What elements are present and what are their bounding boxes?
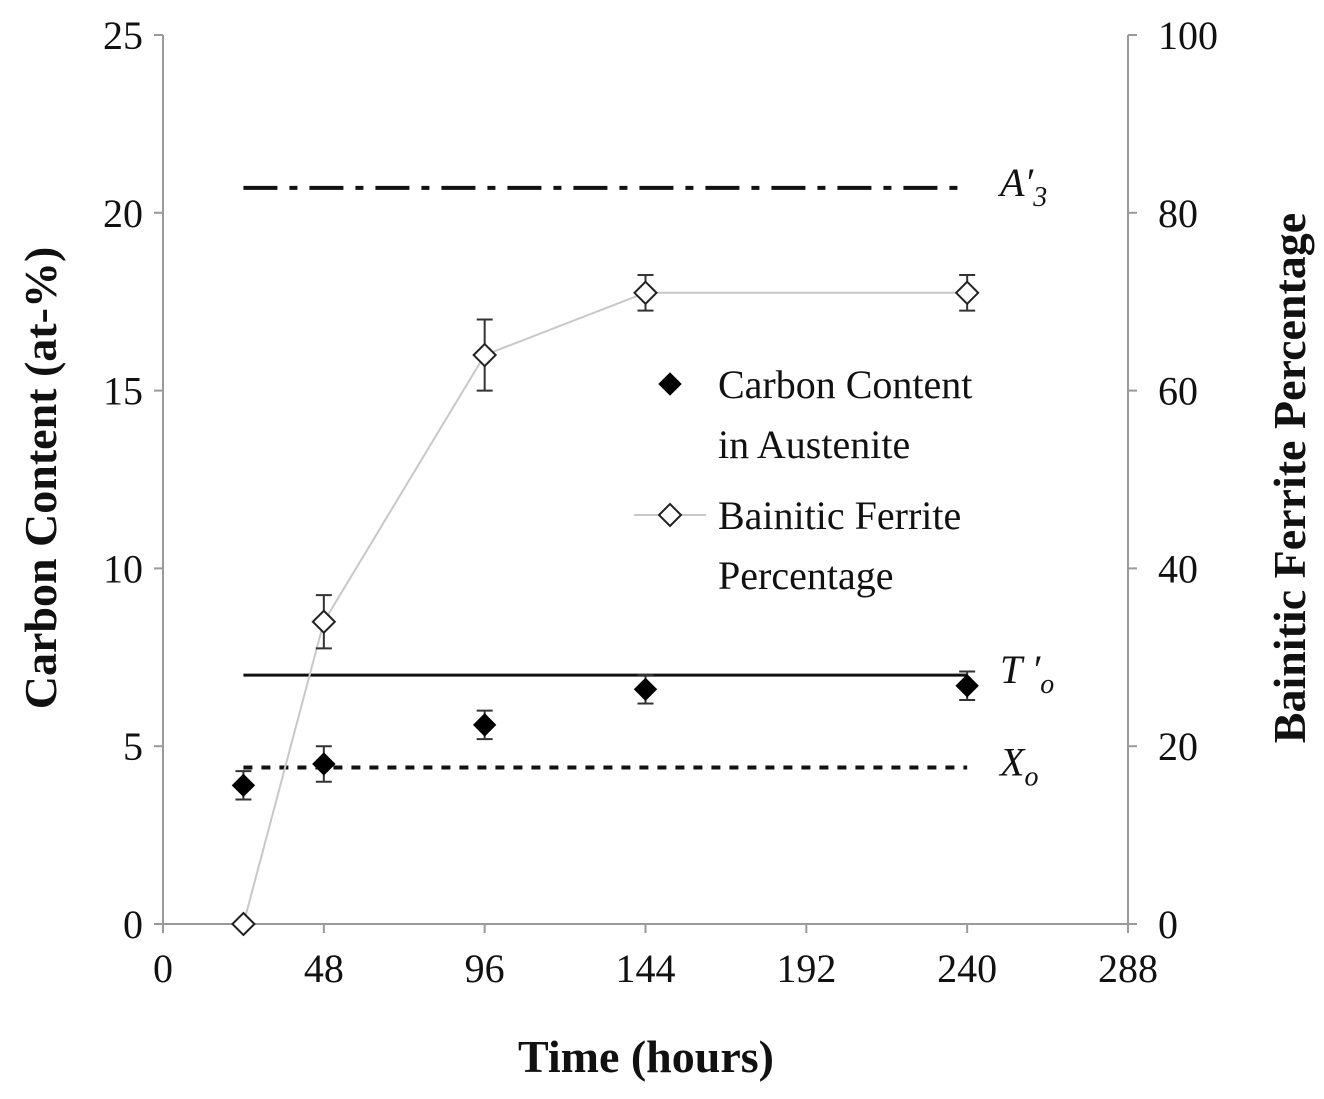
right-y-tick-label: 80	[1158, 191, 1198, 236]
filled-diamond-point	[472, 713, 497, 737]
x-axis-title: Time (hours)	[518, 1031, 774, 1082]
plot-frame	[162, 35, 1129, 925]
legend-filled-diamond	[658, 372, 682, 396]
legend-label: in Austenite	[718, 422, 910, 467]
left-y-axis-title: Carbon Content (at-%)	[15, 247, 66, 710]
reference-label-main: A′	[997, 160, 1034, 205]
left-y-tick-label: 10	[103, 546, 143, 591]
legend-label: Percentage	[718, 553, 893, 598]
x-tick-label: 192	[776, 946, 836, 991]
left-y-tick-label: 15	[103, 369, 143, 414]
left-y-tick-label: 25	[103, 13, 143, 58]
filled-diamond-point	[312, 752, 336, 776]
reference-label-subscript: o	[1040, 669, 1054, 700]
left-y-axis-ticks: 0 5 10 15 20 25	[103, 13, 163, 947]
right-y-tick-label: 100	[1158, 13, 1218, 58]
left-y-tick-label: 0	[123, 902, 143, 947]
left-y-tick-label: 20	[103, 191, 143, 236]
reference-lines: A′3T ′oXo	[243, 160, 1054, 793]
reference-line-label: T ′o	[1000, 647, 1054, 700]
right-y-axis-ticks: 0 20 40 60 80 100	[1128, 13, 1218, 947]
x-axis-ticks: 0 48 96 144 192 240 288	[153, 924, 1158, 991]
legend-label: Carbon Content	[718, 362, 972, 407]
reference-label-subscript: o	[1024, 762, 1038, 793]
reference-label-main: T ′	[1000, 647, 1042, 692]
x-tick-label: 96	[465, 946, 505, 991]
reference-label-subscript: 3	[1032, 182, 1047, 213]
x-tick-label: 0	[153, 946, 173, 991]
open-diamond-point	[472, 342, 498, 368]
right-y-tick-label: 40	[1158, 546, 1198, 591]
filled-diamond-point	[955, 674, 979, 698]
filled-diamond-point	[231, 773, 256, 798]
legend-label: Bainitic Ferrite	[718, 493, 961, 538]
open-diamond-point	[231, 911, 256, 937]
open-diamond-point	[633, 280, 658, 306]
right-y-tick-label: 20	[1158, 724, 1198, 769]
open-diamond-point	[311, 609, 337, 635]
x-tick-label: 240	[937, 946, 997, 991]
right-y-tick-label: 60	[1158, 369, 1198, 414]
reference-line-label: Xo	[998, 740, 1038, 793]
open-diamond-point	[954, 280, 980, 306]
data-markers	[231, 280, 980, 937]
left-y-tick-label: 5	[123, 724, 143, 769]
x-tick-label: 144	[616, 946, 676, 991]
right-y-axis-title: Bainitic Ferrite Percentage	[1264, 213, 1315, 743]
filled-diamond-point	[633, 677, 658, 702]
x-tick-label: 48	[304, 946, 344, 991]
reference-label-main: X	[998, 740, 1026, 785]
x-tick-label: 288	[1098, 946, 1158, 991]
legend-open-diamond	[657, 502, 683, 528]
legend: Carbon Content in Austenite Bainitic Ferri…	[634, 362, 972, 598]
right-y-tick-label: 0	[1158, 902, 1178, 947]
reference-line-label: A′3	[997, 160, 1047, 213]
